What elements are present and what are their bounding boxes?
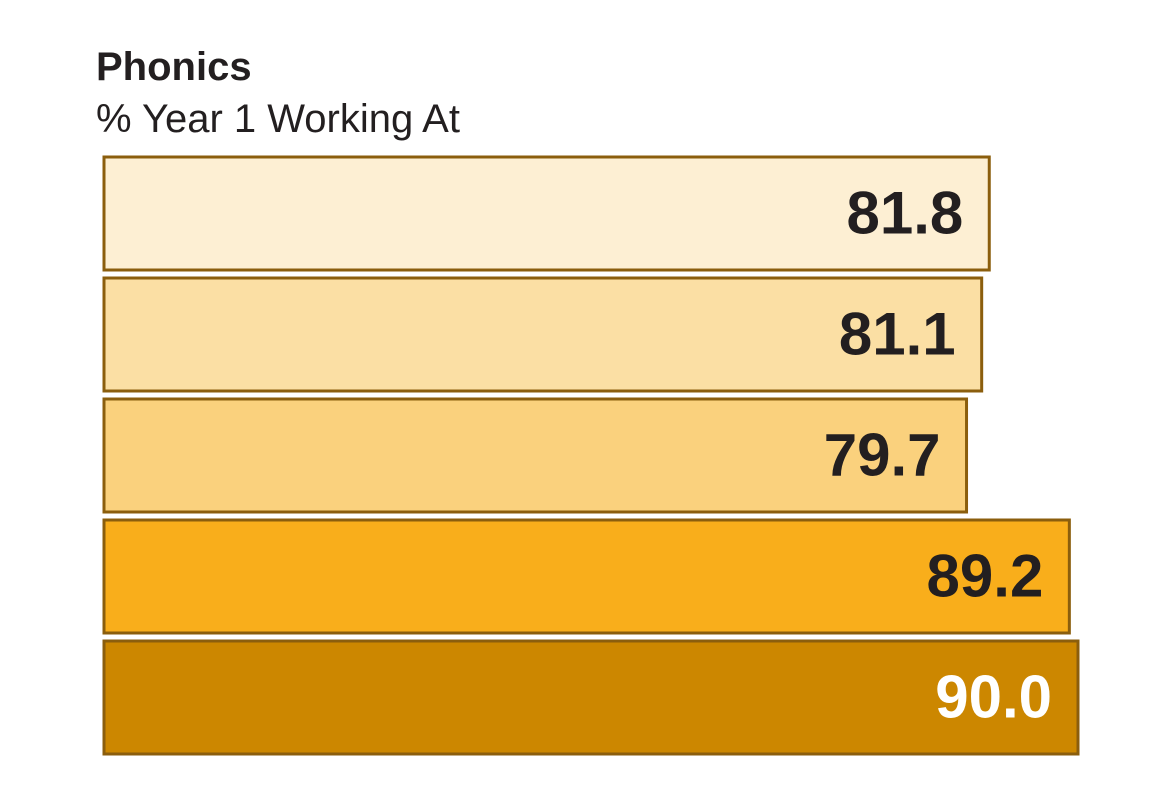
bar-5 [102,639,1080,756]
bar-1-value-label: 81.8 [846,180,963,247]
bar-2 [102,276,984,393]
bar-4-value-label: 89.2 [927,543,1044,610]
chart-title: Phonics [96,45,252,89]
bar-2-value-label: 81.1 [839,301,956,368]
bar-3 [102,397,969,514]
bar-1 [102,155,991,272]
bar-4 [102,518,1071,635]
bar-3-value-label: 79.7 [824,422,941,489]
bar-5-value-label: 90.0 [935,664,1052,731]
chart-subtitle: % Year 1 Working At [96,97,460,141]
